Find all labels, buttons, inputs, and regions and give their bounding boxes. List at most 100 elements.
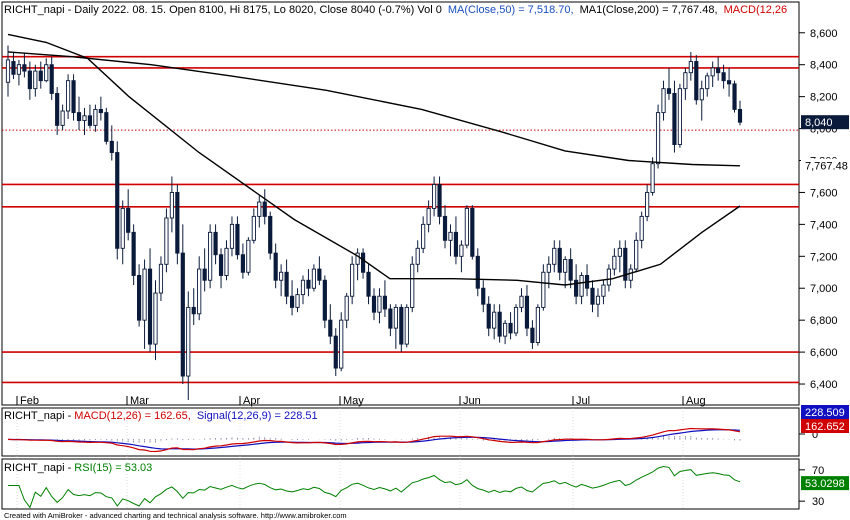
- candle-body-down: [218, 254, 224, 276]
- candle-body-down: [71, 80, 76, 114]
- candle: [98, 96, 103, 121]
- last-close-badge-text: 8,040: [805, 117, 833, 129]
- candle: [142, 259, 147, 349]
- candle: [120, 200, 125, 265]
- candle-body-down: [191, 306, 196, 315]
- candle: [579, 272, 584, 305]
- candle: [153, 280, 158, 361]
- candle: [169, 176, 174, 233]
- macd-zero-label: 0: [812, 429, 818, 441]
- candle-body-up: [257, 201, 262, 217]
- candle: [492, 304, 497, 340]
- candle-body-up: [251, 215, 256, 241]
- candle-body-up: [120, 207, 125, 249]
- candle-body-up: [513, 306, 519, 334]
- candle: [175, 184, 180, 265]
- candle: [683, 67, 688, 100]
- candle: [328, 304, 333, 345]
- candle: [268, 211, 273, 260]
- ma200-line: [7, 51, 741, 167]
- candle: [208, 224, 213, 289]
- candle: [213, 224, 218, 265]
- candle: [115, 141, 120, 260]
- candle-body-up: [655, 112, 661, 165]
- candle-body-up: [595, 295, 601, 305]
- candle-body-down: [109, 140, 114, 153]
- candle: [661, 80, 666, 121]
- candle: [737, 100, 743, 126]
- price-y-tick-label: 6,600: [810, 347, 838, 359]
- candle-body-down: [22, 64, 27, 72]
- candle: [726, 67, 732, 97]
- candle: [595, 288, 601, 317]
- candle: [568, 248, 573, 289]
- candle-body-up: [5, 59, 11, 83]
- candle-body-up: [300, 279, 306, 296]
- ma50-line: [7, 33, 741, 286]
- candle-body-down: [388, 308, 393, 329]
- candle-body-up: [158, 263, 164, 294]
- macd-badge: 162.652: [801, 419, 849, 433]
- candle-body-down: [737, 108, 743, 123]
- candle-body-down: [180, 252, 185, 377]
- candle-body-down: [284, 271, 289, 297]
- macd-badge-bg: [801, 419, 849, 433]
- rsi-header-value: RSI(15) = 53.03: [74, 462, 152, 474]
- candle: [497, 304, 502, 343]
- price-y-tick-label: 8,400: [810, 60, 838, 72]
- x-tick-label: Mar: [130, 395, 149, 407]
- candle: [49, 56, 54, 100]
- candle: [240, 243, 245, 279]
- candle-body-down: [322, 279, 327, 321]
- candle: [628, 264, 633, 289]
- candle: [541, 264, 546, 311]
- candle: [426, 200, 431, 233]
- x-tick-label: Jul: [576, 395, 590, 407]
- candle: [38, 61, 43, 89]
- rsi-y-tick-label: 70: [812, 465, 824, 477]
- candle-body-up: [295, 294, 300, 308]
- candle-body-up: [710, 67, 715, 77]
- candle-body-up: [415, 247, 420, 265]
- candle-body-down: [382, 295, 388, 310]
- candle: [590, 280, 595, 313]
- candle: [295, 288, 300, 313]
- candle-body-up: [464, 207, 469, 246]
- candle: [333, 328, 338, 377]
- candle-body-down: [289, 295, 295, 308]
- candle-body-down: [175, 191, 180, 254]
- candle: [273, 243, 278, 289]
- candle-body-down: [333, 335, 338, 369]
- candle-body-down: [131, 231, 136, 276]
- candle: [486, 296, 491, 337]
- price-y-tick-label: 7,000: [810, 283, 838, 295]
- candle: [104, 107, 109, 145]
- candle-body-up: [639, 215, 644, 241]
- candle-body-down: [202, 268, 207, 281]
- candle-body-up: [33, 70, 38, 90]
- candle-body-up: [612, 255, 617, 270]
- rsi-badge-text: 53.0298: [805, 478, 845, 490]
- candle-body-down: [76, 112, 82, 122]
- candle: [5, 45, 11, 97]
- candle-body-down: [475, 255, 480, 289]
- candle-body-up: [311, 268, 316, 289]
- candle-body-down: [98, 108, 103, 114]
- candle: [388, 304, 393, 337]
- candle-body-down: [470, 207, 475, 257]
- candle: [131, 224, 136, 286]
- candle-body-up: [393, 306, 398, 329]
- candle-body-down: [557, 247, 562, 273]
- candle: [552, 240, 557, 273]
- candle: [262, 189, 267, 225]
- candle-body-up: [350, 263, 355, 297]
- candle-body-up: [377, 295, 382, 313]
- candle-body-up: [519, 295, 524, 308]
- candle-body-up: [186, 306, 191, 377]
- candle: [503, 320, 508, 345]
- candle: [71, 74, 76, 121]
- candle-body-down: [11, 61, 16, 75]
- candle: [180, 224, 185, 385]
- candle-body-down: [137, 275, 142, 321]
